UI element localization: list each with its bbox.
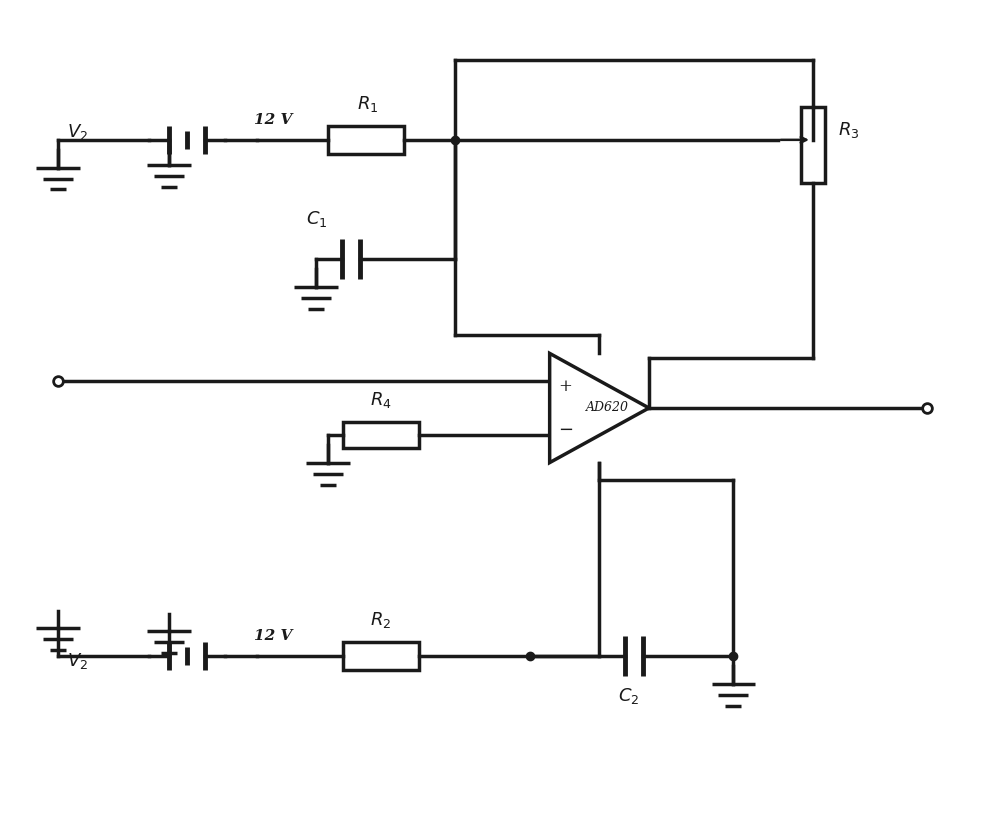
- FancyBboxPatch shape: [328, 126, 404, 154]
- Text: −: −: [558, 421, 573, 439]
- Text: $V_2$: $V_2$: [67, 122, 88, 142]
- Text: +: +: [559, 378, 572, 394]
- Text: AD620: AD620: [586, 402, 629, 415]
- Text: 12 V: 12 V: [254, 629, 293, 643]
- Polygon shape: [550, 354, 649, 463]
- FancyBboxPatch shape: [801, 107, 825, 183]
- Text: $C_1$: $C_1$: [306, 209, 327, 229]
- Text: $R_1$: $R_1$: [357, 94, 379, 114]
- Text: $R_2$: $R_2$: [370, 611, 391, 630]
- FancyBboxPatch shape: [343, 642, 419, 670]
- Text: $C_2$: $C_2$: [618, 686, 640, 706]
- Text: 12 V: 12 V: [254, 113, 293, 127]
- FancyBboxPatch shape: [343, 423, 419, 448]
- Text: $R_3$: $R_3$: [838, 120, 859, 140]
- Text: $V_2$: $V_2$: [67, 651, 88, 672]
- Text: $R_4$: $R_4$: [370, 390, 392, 411]
